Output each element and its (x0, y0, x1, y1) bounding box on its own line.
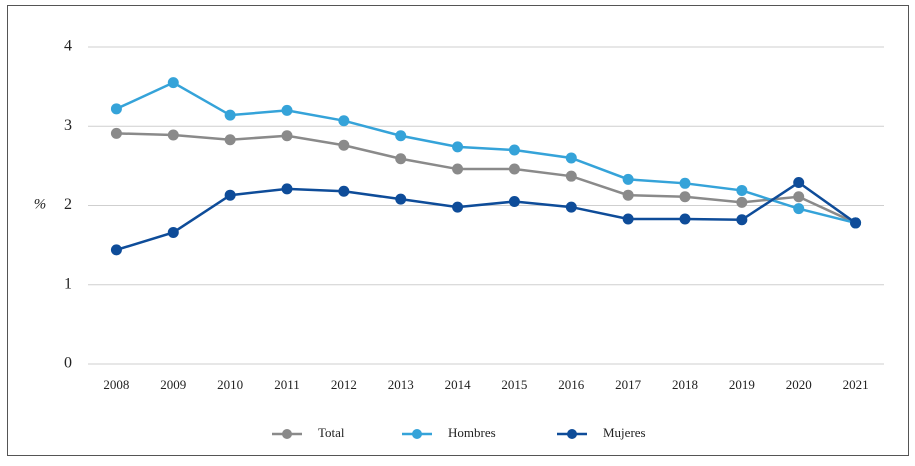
data-point (110, 127, 122, 139)
x-tick-label: 2009 (160, 377, 186, 392)
data-point (565, 170, 577, 182)
series-line (115, 81, 856, 225)
data-point (224, 189, 236, 201)
data-point (224, 109, 236, 121)
x-tick-label: 2020 (786, 377, 812, 392)
data-point (110, 103, 122, 115)
data-point (793, 191, 805, 203)
data-point (167, 226, 179, 238)
x-tick-label: 2012 (331, 377, 357, 392)
data-point (224, 134, 236, 146)
data-point (622, 213, 634, 225)
legend-label: Hombres (448, 425, 496, 440)
data-point (395, 130, 407, 142)
data-point (850, 217, 862, 229)
data-point (452, 141, 464, 153)
legend-label: Mujeres (603, 425, 646, 440)
chart-border (7, 5, 909, 456)
data-point (110, 244, 122, 256)
data-point (736, 196, 748, 208)
y-tick-label: 1 (64, 275, 72, 292)
data-point (736, 214, 748, 226)
data-point (508, 163, 520, 175)
data-point (452, 201, 464, 213)
x-tick-label: 2018 (672, 377, 698, 392)
x-tick-label: 2019 (729, 377, 755, 392)
data-point (622, 189, 634, 201)
y-tick-label: 3 (64, 117, 72, 134)
y-tick-label: 2 (64, 196, 72, 213)
data-point (508, 196, 520, 208)
legend-marker (567, 429, 577, 439)
data-point (565, 201, 577, 213)
x-tick-label: 2017 (615, 377, 642, 392)
data-point (565, 152, 577, 164)
y-axis-label: % (34, 196, 47, 212)
data-point (395, 193, 407, 205)
data-point (281, 183, 293, 195)
data-point (167, 77, 179, 89)
data-point (338, 139, 350, 151)
y-tick-label: 4 (64, 38, 72, 55)
legend-marker (282, 429, 292, 439)
data-point (793, 203, 805, 215)
legend-marker (412, 429, 422, 439)
data-point (338, 185, 350, 197)
data-point (395, 153, 407, 165)
data-point (736, 184, 748, 196)
x-tick-label: 2011 (274, 377, 300, 392)
data-point (508, 144, 520, 156)
series-line (116, 132, 857, 225)
data-point (452, 163, 464, 175)
data-point (338, 115, 350, 127)
x-tick-label: 2008 (103, 377, 129, 392)
series-line (116, 181, 857, 252)
data-point (622, 173, 634, 185)
y-tick-label: 0 (64, 355, 72, 372)
x-tick-label: 2014 (445, 377, 472, 392)
data-point (167, 129, 179, 141)
x-tick-label: 2021 (843, 377, 869, 392)
data-point (281, 104, 293, 116)
x-tick-label: 2010 (217, 377, 243, 392)
data-point (679, 191, 691, 203)
x-tick-label: 2013 (388, 377, 414, 392)
data-point (679, 177, 691, 189)
legend-label: Total (318, 425, 345, 440)
x-tick-label: 2015 (501, 377, 527, 392)
data-point (281, 130, 293, 142)
x-tick-label: 2016 (558, 377, 585, 392)
data-point (679, 213, 691, 225)
data-point (793, 177, 805, 189)
